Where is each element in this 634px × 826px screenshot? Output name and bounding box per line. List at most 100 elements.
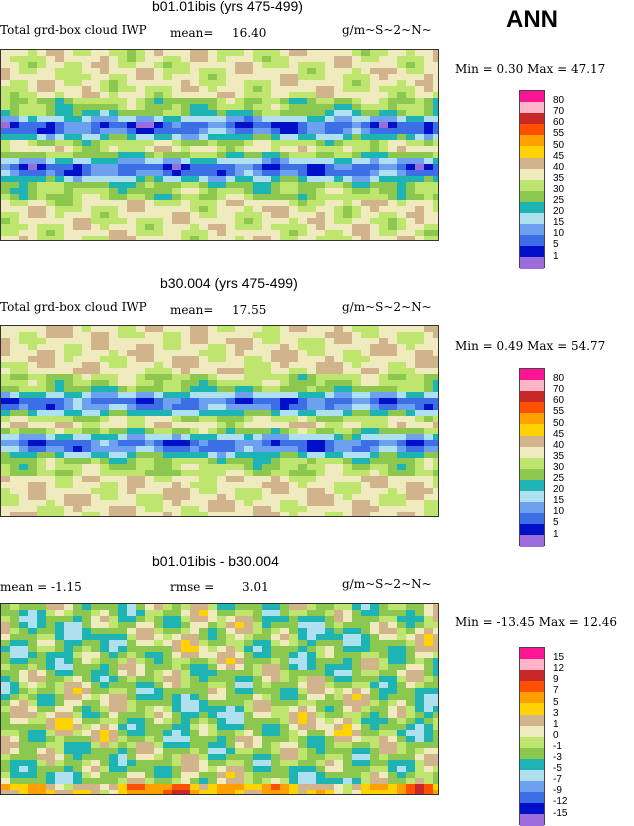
field-cell bbox=[64, 464, 73, 470]
field-cell bbox=[316, 380, 325, 386]
field-cell bbox=[289, 724, 298, 730]
colorbar-swatch bbox=[520, 491, 544, 502]
field-cell bbox=[298, 116, 307, 122]
field-cell bbox=[244, 98, 253, 104]
field-cell bbox=[181, 104, 190, 110]
field-cell bbox=[190, 658, 199, 664]
field-cell bbox=[370, 56, 379, 62]
field-cell bbox=[262, 706, 271, 712]
field-cell bbox=[253, 688, 262, 694]
field-cell bbox=[46, 164, 55, 170]
field-cell bbox=[325, 68, 334, 74]
field-cell bbox=[397, 68, 406, 74]
field-cell bbox=[298, 512, 307, 516]
panel-3-units: g/m~S~2~N~ bbox=[342, 577, 432, 591]
field-cell bbox=[154, 730, 163, 736]
field-cell bbox=[397, 74, 406, 80]
field-cell bbox=[208, 482, 217, 488]
field-cell bbox=[181, 344, 190, 350]
field-cell bbox=[343, 440, 352, 446]
field-cell bbox=[154, 512, 163, 516]
field-cell bbox=[208, 682, 217, 688]
field-cell bbox=[109, 134, 118, 140]
field-cell bbox=[289, 416, 298, 422]
field-cell bbox=[37, 760, 46, 766]
field-cell bbox=[172, 512, 181, 516]
field-cell bbox=[37, 326, 46, 332]
field-cell bbox=[280, 458, 289, 464]
field-cell bbox=[91, 736, 100, 742]
field-cell bbox=[361, 410, 370, 416]
field-cell bbox=[190, 784, 199, 790]
field-cell bbox=[163, 410, 172, 416]
field-cell bbox=[10, 200, 19, 206]
field-cell bbox=[343, 760, 352, 766]
field-cell bbox=[226, 494, 235, 500]
field-cell bbox=[118, 104, 127, 110]
field-cell bbox=[352, 404, 361, 410]
field-cell bbox=[127, 182, 136, 188]
field-cell bbox=[82, 446, 91, 452]
field-cell bbox=[127, 206, 136, 212]
field-cell bbox=[289, 422, 298, 428]
field-cell bbox=[118, 62, 127, 68]
field-cell bbox=[91, 380, 100, 386]
field-cell bbox=[325, 470, 334, 476]
field-cell bbox=[217, 760, 226, 766]
field-cell bbox=[424, 134, 433, 140]
field-cell bbox=[199, 212, 208, 218]
field-cell bbox=[397, 98, 406, 104]
field-cell bbox=[433, 622, 438, 628]
field-cell bbox=[379, 670, 388, 676]
field-cell bbox=[19, 670, 28, 676]
field-cell bbox=[235, 158, 244, 164]
field-cell bbox=[73, 494, 82, 500]
field-cell bbox=[55, 410, 64, 416]
field-cell bbox=[406, 676, 415, 682]
field-cell bbox=[109, 452, 118, 458]
field-cell bbox=[109, 682, 118, 688]
colorbar-swatch bbox=[520, 169, 544, 180]
field-cell bbox=[64, 344, 73, 350]
field-cell bbox=[253, 116, 262, 122]
field-cell bbox=[370, 434, 379, 440]
field-cell bbox=[280, 236, 289, 240]
field-cell bbox=[343, 784, 352, 790]
field-cell bbox=[343, 772, 352, 778]
field-cell bbox=[118, 206, 127, 212]
field-cell bbox=[343, 122, 352, 128]
field-cell bbox=[199, 326, 208, 332]
field-cell bbox=[325, 422, 334, 428]
field-cell bbox=[190, 428, 199, 434]
field-cell bbox=[163, 688, 172, 694]
field-cell bbox=[406, 622, 415, 628]
field-cell bbox=[118, 742, 127, 748]
colorbar-tick-label: 40 bbox=[553, 441, 564, 451]
field-cell bbox=[325, 146, 334, 152]
field-cell bbox=[109, 332, 118, 338]
field-cell bbox=[397, 676, 406, 682]
field-cell bbox=[280, 104, 289, 110]
field-cell bbox=[253, 494, 262, 500]
field-cell bbox=[325, 344, 334, 350]
field-cell bbox=[208, 338, 217, 344]
field-cell bbox=[10, 428, 19, 434]
field-cell bbox=[424, 110, 433, 116]
field-cell bbox=[298, 718, 307, 724]
field-cell bbox=[10, 104, 19, 110]
field-cell bbox=[379, 146, 388, 152]
field-cell bbox=[262, 146, 271, 152]
field-cell bbox=[163, 634, 172, 640]
field-cell bbox=[226, 326, 235, 332]
field-cell bbox=[181, 736, 190, 742]
field-cell bbox=[433, 332, 438, 338]
field-cell bbox=[1, 694, 10, 700]
field-cell bbox=[307, 604, 316, 610]
field-cell bbox=[253, 350, 262, 356]
field-cell bbox=[361, 80, 370, 86]
field-cell bbox=[19, 140, 28, 146]
field-cell bbox=[19, 380, 28, 386]
field-cell bbox=[244, 772, 253, 778]
field-cell bbox=[55, 50, 64, 56]
field-cell bbox=[28, 646, 37, 652]
